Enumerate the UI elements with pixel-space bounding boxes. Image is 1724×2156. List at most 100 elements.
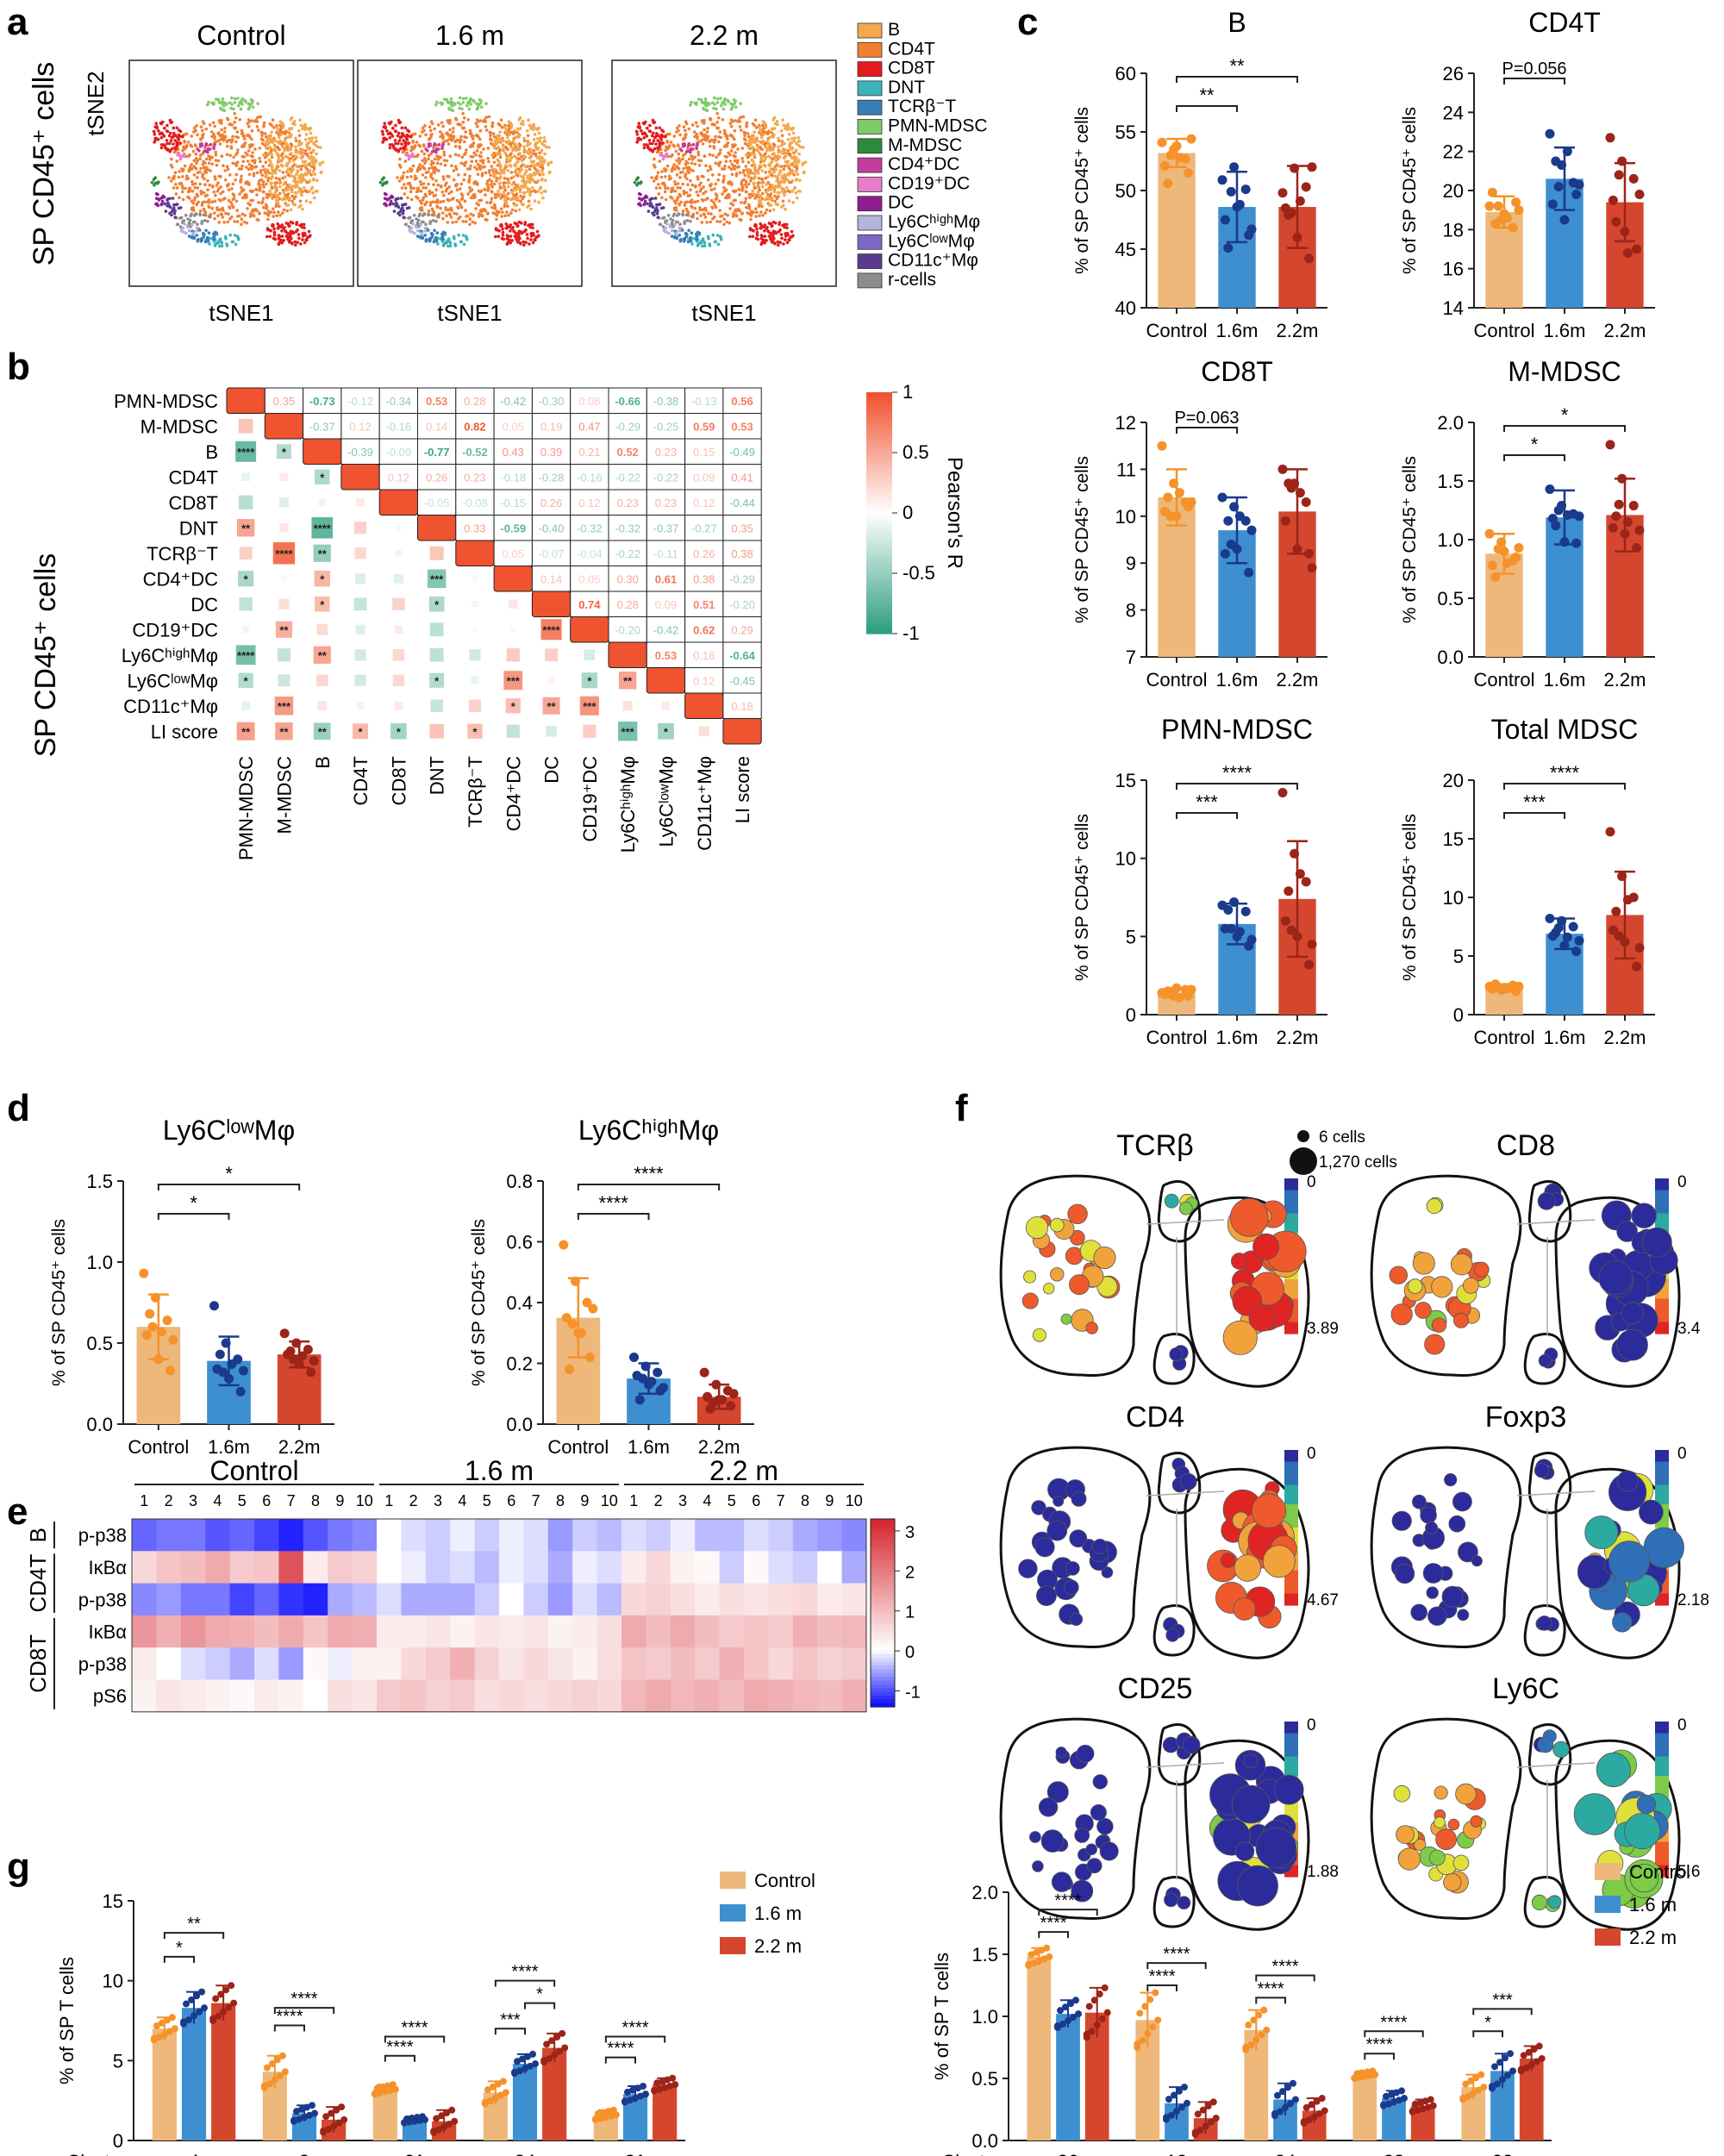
tsne-point (428, 220, 433, 223)
tsne-point (549, 160, 553, 164)
tsne-point (646, 146, 650, 150)
corr-colorbar-step (866, 468, 892, 473)
tsne-point (162, 134, 166, 138)
tsne-point (264, 134, 268, 139)
data-point (1545, 913, 1555, 923)
tsne-point (243, 141, 247, 145)
tsne-point (199, 166, 203, 171)
tsne-point (216, 159, 221, 163)
tsne-point (308, 178, 312, 183)
tsne-point (767, 222, 771, 225)
tsne-point (457, 217, 460, 221)
corr-colorbar-step (866, 416, 892, 422)
tsne-point (157, 129, 160, 133)
tsne-point (681, 182, 684, 186)
tsne-legend-label: CD4T (888, 39, 935, 59)
tsne-point (517, 235, 521, 239)
corr-square (354, 674, 366, 686)
tsne-point (709, 167, 713, 172)
tsne-point (513, 222, 517, 225)
tsne-point (451, 221, 454, 224)
tsne-point (688, 149, 692, 153)
corr-square (278, 497, 290, 508)
tsne-point (494, 227, 498, 230)
tsne-point (534, 145, 538, 148)
tsne-legend-label: B (888, 20, 900, 40)
tsne-point (191, 208, 194, 212)
tsne-point (471, 220, 475, 224)
tsne-point (232, 197, 236, 201)
tsne-point (192, 214, 197, 217)
corr-row-label: CD19⁺DC (132, 619, 218, 641)
tsne-point (251, 143, 254, 147)
tsne-point (213, 175, 217, 178)
tsne-point (484, 125, 488, 128)
y-tick-label: 12 (1115, 412, 1136, 434)
tsne-point (747, 167, 751, 172)
tsne-point (264, 146, 268, 150)
tsne-point (497, 146, 500, 149)
tsne-point (752, 192, 756, 196)
tsne-point (781, 199, 785, 203)
tsne-point (274, 168, 278, 172)
tsne-point (415, 217, 418, 221)
tsne-point (236, 148, 240, 152)
tsne-point (522, 240, 526, 244)
corr-colorbar-step (866, 396, 892, 401)
tsne-point (294, 150, 297, 154)
tsne-point (694, 185, 697, 189)
tsne-point (682, 190, 685, 193)
tsne-point (697, 184, 702, 187)
tsne-point (651, 141, 654, 146)
tsne-point (452, 169, 456, 172)
tsne-point (178, 170, 181, 173)
tsne-point (765, 226, 769, 229)
tsne-point (301, 232, 305, 235)
tsne-point (798, 145, 803, 149)
tsne-point (440, 237, 445, 241)
tsne-point (202, 191, 206, 195)
tsne-point (540, 141, 544, 146)
tsne-point (443, 97, 447, 101)
tsne-point (445, 97, 449, 102)
panel-label-b: b (7, 346, 30, 388)
tsne-point (437, 142, 441, 147)
tsne-point (217, 133, 222, 136)
corr-square (509, 599, 518, 609)
tsne-point (517, 147, 522, 151)
tsne-legend-swatch (857, 157, 883, 173)
tsne-point (486, 183, 490, 187)
tsne-point (434, 178, 438, 183)
tsne-point (171, 166, 174, 169)
tsne-point (528, 141, 532, 146)
tsne-point (541, 196, 545, 200)
tsne-point (434, 103, 438, 107)
tsne-point (693, 134, 696, 139)
corr-colorbar-step (866, 448, 892, 453)
tsne-point (267, 152, 271, 155)
tsne-point (407, 225, 411, 228)
tsne-point (803, 170, 806, 174)
tsne-point (455, 198, 459, 203)
data-point (209, 1301, 219, 1311)
corr-colorbar-step (866, 549, 892, 554)
tsne-point (425, 200, 429, 204)
corr-col-label: DNT (427, 756, 448, 795)
tsne-point (446, 221, 450, 224)
data-point (156, 1327, 166, 1337)
tsne-point (290, 184, 295, 188)
tsne-point (198, 142, 203, 146)
tsne-point (528, 167, 532, 172)
tsne-point (481, 161, 485, 165)
tsne-point (237, 214, 241, 218)
tsne-point (695, 147, 698, 151)
tsne-point (194, 166, 198, 171)
tsne-point (216, 97, 221, 102)
y-tick-label: 0.0 (1437, 647, 1464, 668)
y-tick-label: 22 (1443, 141, 1464, 163)
tsne-point (278, 181, 281, 185)
tsne-point (738, 171, 742, 175)
tsne-point (681, 170, 684, 174)
tsne-point (278, 213, 282, 217)
tsne-point (405, 138, 409, 141)
